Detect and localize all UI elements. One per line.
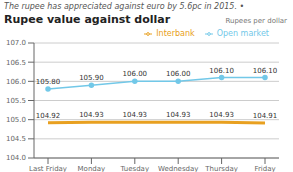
svg-text:Monday: Monday [78, 165, 106, 172]
svg-text:106.00: 106.00 [166, 70, 191, 78]
svg-text:104.5: 104.5 [8, 135, 26, 143]
html-text:Rupee value against dollar: Rupee value against dollar [4, 13, 171, 26]
svg-text:Friday: Friday [254, 165, 275, 172]
svg-text:Tuesday: Tuesday [120, 165, 149, 172]
html-text:Rupees per dollar: Rupees per dollar [225, 17, 287, 25]
svg-text:106.10: 106.10 [209, 67, 234, 75]
svg-text:105.90: 105.90 [79, 74, 104, 82]
svg-text:106.5: 106.5 [8, 59, 26, 67]
svg-text:106.0: 106.0 [8, 78, 26, 86]
svg-text:104.93: 104.93 [209, 111, 234, 119]
svg-text:104.93: 104.93 [79, 111, 104, 119]
svg-text:107.0: 107.0 [8, 39, 26, 47]
svg-text:Thursday: Thursday [204, 165, 238, 172]
svg-text:104.93: 104.93 [123, 111, 148, 119]
svg-text:105.0: 105.0 [8, 116, 26, 124]
svg-text:106.00: 106.00 [123, 70, 148, 78]
html-text:The rupee has appreciated agai: The rupee has appreciated against euro b… [4, 2, 245, 11]
svg-text:105.5: 105.5 [8, 97, 26, 105]
svg-text:104.92: 104.92 [36, 112, 61, 120]
html-text:Open market: Open market [216, 29, 269, 38]
svg-text:Last Friday: Last Friday [29, 165, 67, 172]
svg-text:106.10: 106.10 [253, 67, 278, 75]
svg-text:105.80: 105.80 [36, 78, 61, 86]
svg-text:104.0: 104.0 [8, 154, 26, 162]
html-text:Interbank: Interbank [156, 29, 195, 38]
svg-text:Wednesday: Wednesday [158, 165, 199, 172]
svg-text:104.91: 104.91 [253, 112, 278, 120]
svg-text:104.93: 104.93 [166, 111, 191, 119]
